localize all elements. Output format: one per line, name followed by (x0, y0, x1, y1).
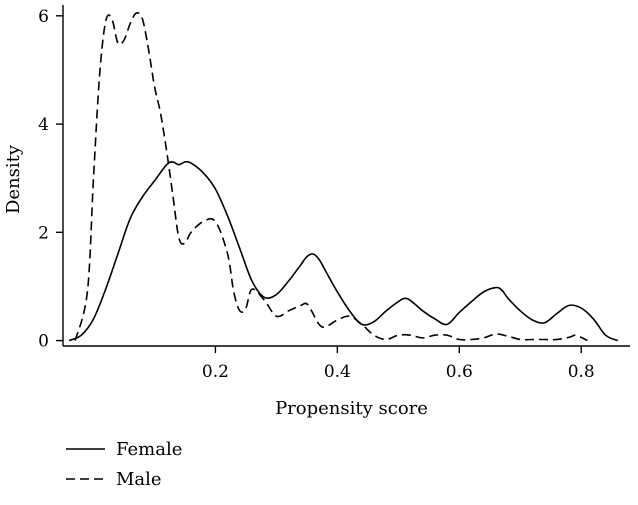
plot-area (68, 11, 619, 342)
x-tick-label: 0.2 (202, 362, 229, 382)
y-ticks: 0 2 4 6 (38, 7, 63, 352)
x-ticks: 0.2 0.4 0.6 0.8 (202, 346, 595, 382)
y-tick-label: 6 (38, 7, 49, 27)
y-tick-label: 0 (38, 332, 49, 352)
x-tick-label: 0.4 (324, 362, 351, 382)
legend-label-female: Female (116, 439, 182, 460)
x-tick-label: 0.6 (446, 362, 473, 382)
x-tick-label: 0.8 (568, 362, 595, 382)
legend: Female Male (66, 439, 182, 490)
series-line-male (74, 11, 588, 342)
x-axis-title: Propensity score (275, 398, 428, 419)
legend-label-male: Male (116, 469, 162, 490)
y-tick-label: 4 (38, 115, 49, 135)
series-line-female (68, 160, 619, 342)
axes: 0.2 0.4 0.6 0.8 0 2 4 6 (38, 5, 630, 382)
y-tick-label: 2 (38, 223, 49, 243)
y-axis-title: Density (3, 144, 24, 214)
